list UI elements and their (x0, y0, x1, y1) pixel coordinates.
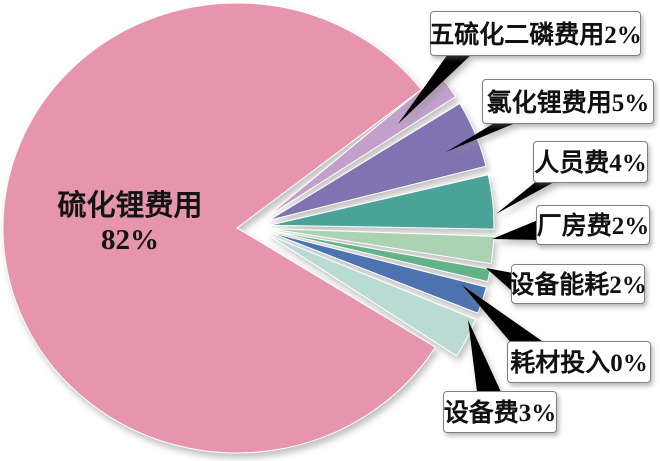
callout-tail-haocai (462, 285, 542, 344)
callout-box-changfang: 厂房费2% (536, 205, 650, 245)
callout-tail-renyuan (496, 180, 558, 214)
pie-slice-设备费 (267, 234, 477, 357)
callout-tail-changfang (492, 220, 538, 240)
callout-text: 耗材投入0% (510, 350, 648, 377)
pie-slice-人员费 (269, 174, 495, 230)
pie-slice-氯化锂费用 (268, 102, 487, 221)
callout-box-wusulihua: 五硫化二磷费用2% (429, 11, 642, 56)
callout-text: 厂房费2% (536, 213, 650, 240)
pie-slice-硫化锂费用 (2, 2, 437, 454)
callout-text: 设备能耗2% (509, 272, 647, 299)
callout-text: 设备费3% (443, 400, 557, 427)
callout-box-shebeinh: 设备能耗2% (509, 264, 647, 304)
pie-slice-厂房费 (269, 228, 495, 265)
big-slice-label: 硫化锂费用 82% (38, 190, 222, 257)
callout-tail-lvhuali (446, 122, 518, 152)
callout-text: 氯化锂费用5% (486, 89, 650, 117)
pie-slices (2, 2, 495, 454)
callout-text: 人员费4% (534, 150, 647, 177)
callout-tail-shebeifei (468, 320, 501, 392)
callout-box-shebeifei: 设备费3% (443, 391, 557, 433)
callout-box-lvhuali: 氯化锂费用5% (482, 79, 654, 124)
callout-text: 五硫化二磷费用2% (429, 21, 642, 49)
callout-tail-wusulihua (398, 54, 472, 124)
callout-tail-shebeinh (486, 268, 513, 292)
callout-box-haocai: 耗材投入0% (507, 341, 651, 383)
callout-tails (398, 54, 558, 392)
big-slice-label-value: 82% (101, 223, 159, 256)
big-slice-label-name: 硫化锂费用 (57, 190, 203, 222)
callout-box-renyuan: 人员费4% (533, 141, 648, 183)
